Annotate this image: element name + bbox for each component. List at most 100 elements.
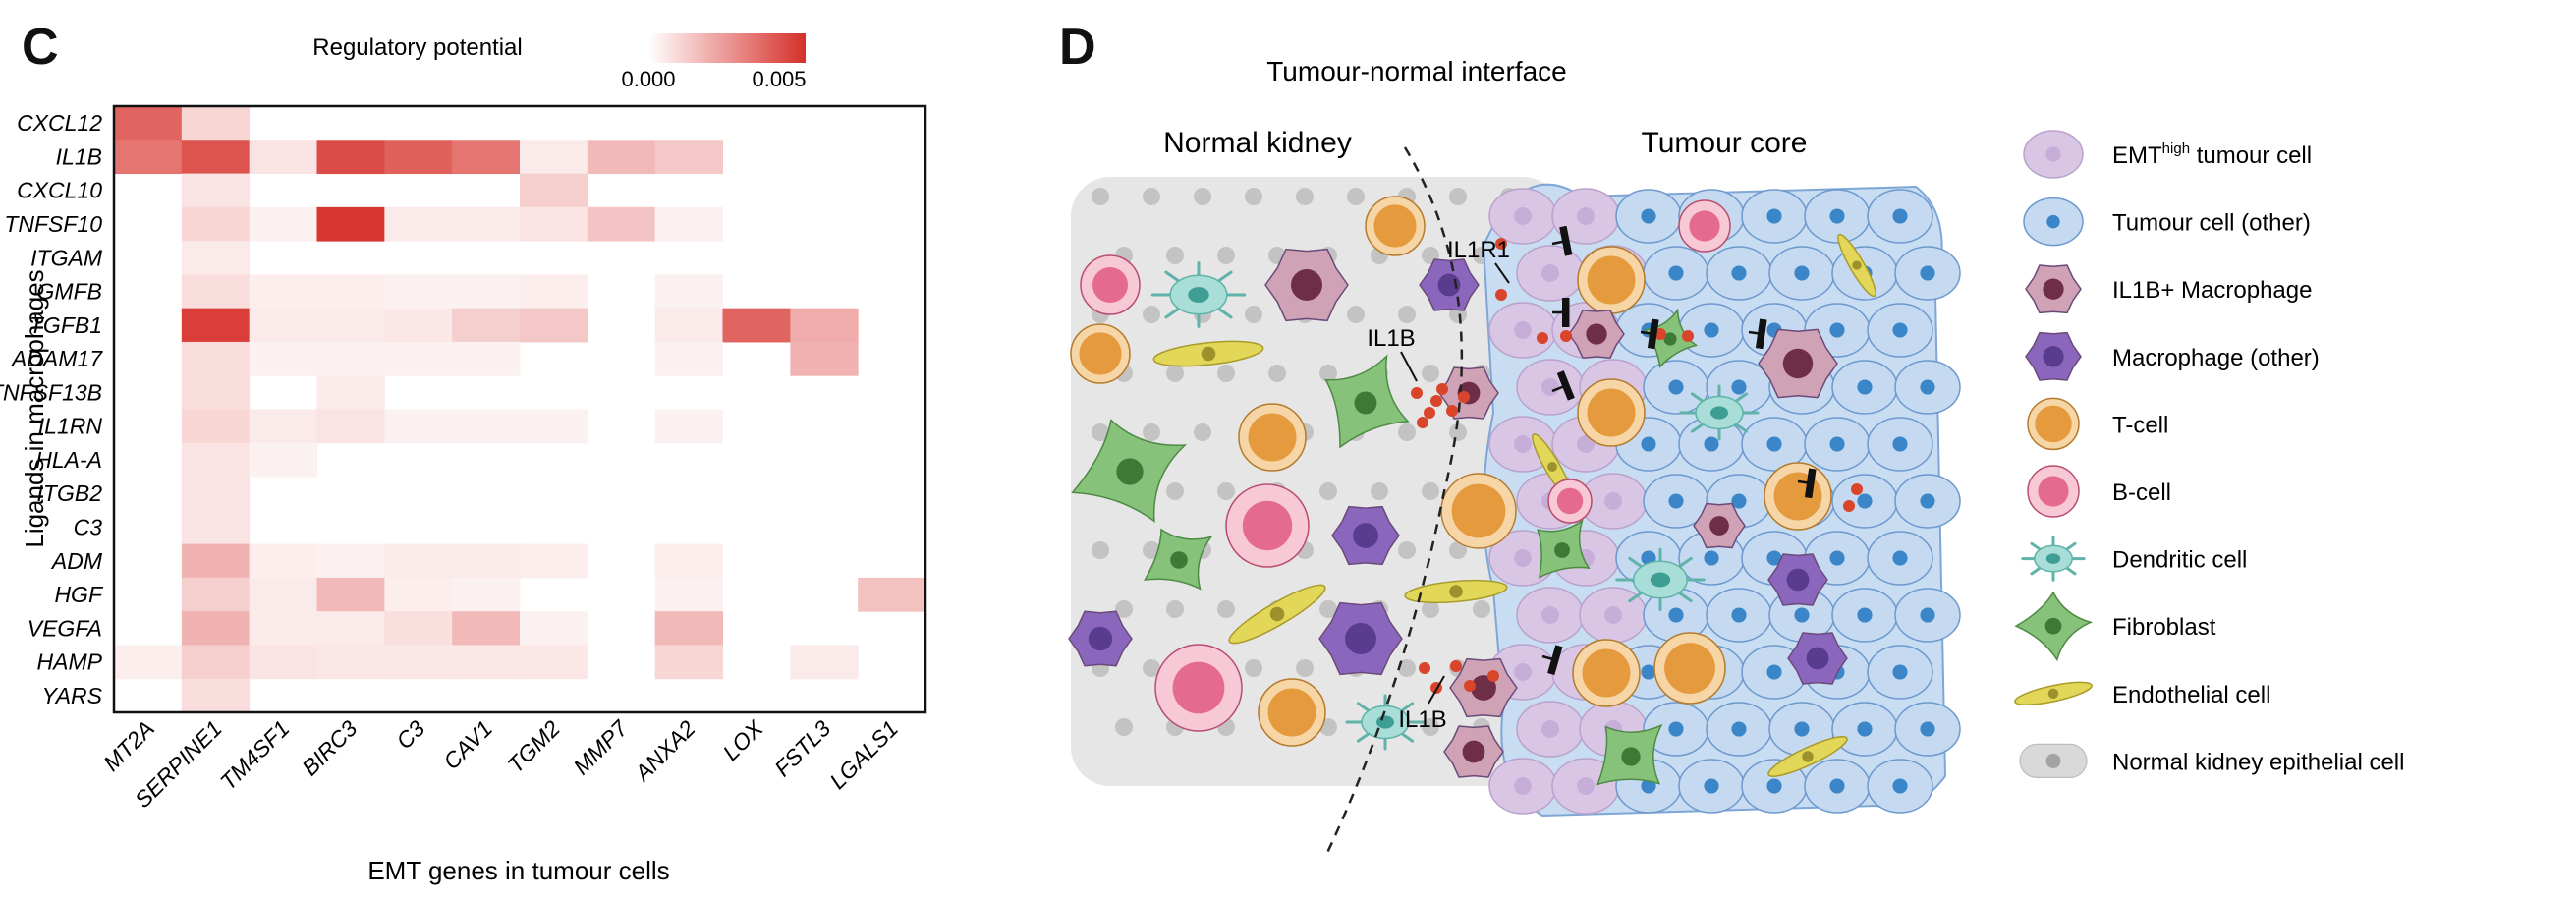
- heatmap-cell-ADAM17-ANXA2: [654, 341, 723, 376]
- x-tick-label: LGALS1: [824, 715, 903, 794]
- il1b-dot: [1682, 330, 1694, 342]
- endothelial-cell-icon: [2014, 681, 2093, 705]
- x-tick-label: TM4SF1: [215, 715, 295, 795]
- y-tick-label: IL1B: [56, 143, 102, 169]
- y-tick-label: GMFB: [37, 279, 102, 305]
- tumour-cell: [1894, 474, 1961, 529]
- heatmap-cell-YARS-SERPINE1: [181, 678, 251, 713]
- heatmap-cell-CXCL12-MT2A: [114, 106, 183, 141]
- tumour-cell: [1804, 189, 1871, 244]
- legend-label-main: Endothelial cell: [2112, 682, 2270, 708]
- il1b-label-bottom: IL1B: [1398, 706, 1446, 733]
- il1b-dot: [1487, 670, 1499, 682]
- epithelial-nucleus: [1371, 482, 1388, 500]
- emt-high-tumour-cell: [1516, 701, 1585, 758]
- legend-item: T-cell: [2027, 397, 2168, 451]
- heatmap-cell-ITGAM-SERPINE1: [181, 241, 251, 275]
- tumour-cell: [1706, 702, 1772, 757]
- epithelial-nucleus: [1245, 306, 1262, 323]
- macrophage: [1068, 610, 1133, 667]
- il1b-dot: [1495, 238, 1507, 250]
- heatmap-cell-IL1B-MT2A: [114, 140, 183, 175]
- macrophage: [1419, 258, 1480, 311]
- endothelial-cell: [1767, 736, 1848, 777]
- heatmap-cell-ITGB2-SERPINE1: [181, 477, 251, 511]
- heatmap-cell-GMFB-TGM2: [520, 274, 588, 310]
- heatmap-cell-TNFSF10-BIRC3: [316, 206, 385, 242]
- t-cell: [1258, 678, 1326, 747]
- heatmap-cell-HGF-BIRC3: [316, 577, 385, 612]
- heatmap-cell-ADAM17-BIRC3: [316, 341, 385, 376]
- legend-label: Macrophage (other): [2112, 345, 2320, 371]
- epithelial-nucleus: [1217, 365, 1235, 382]
- legend-label: Normal kidney epithelial cell: [2112, 749, 2404, 775]
- heatmap-cell-HGF-ANXA2: [654, 577, 723, 612]
- heatmap-cell-IL1B-MMP7: [587, 140, 656, 175]
- tumour-cell: [1867, 759, 1933, 814]
- heatmap-cell-VEGFA-TM4SF1: [249, 611, 317, 646]
- y-tick-labels: CXCL12 IL1B CXCL10 TNFSF10 ITGAM GMFB TGFB1 ADA…: [0, 110, 104, 708]
- epithelial-nucleus: [1092, 423, 1109, 441]
- heatmap-cell-TNFSF13B-BIRC3: [316, 375, 385, 410]
- y-tick-label: CXCL12: [17, 110, 102, 136]
- y-tick-label: ITGB2: [37, 480, 103, 506]
- il1r1-receptors: [1541, 225, 1817, 676]
- cell-type-legend: EMThigh tumour cell Tumour cell (other) IL…: [2014, 130, 2404, 779]
- legend-label: T-cell: [2112, 412, 2168, 438]
- tumour-cell: [1706, 246, 1772, 301]
- normal-kidney-label: Normal kidney: [1163, 127, 1352, 159]
- interface-boundary: [1324, 146, 1464, 856]
- y-tick-label: C3: [74, 514, 103, 539]
- heatmap-cell-IL1B-C3: [384, 140, 453, 175]
- il1b-dot: [1419, 662, 1430, 674]
- heatmap-cell-GMFB-BIRC3: [316, 274, 385, 310]
- y-tick-label: HGF: [54, 582, 104, 607]
- endothelial-cell: [1152, 340, 1264, 367]
- heatmap-cell-VEGFA-C3: [384, 611, 453, 646]
- il1b-dot: [1450, 660, 1462, 672]
- heatmap-cell-IL1B-ANXA2: [654, 140, 723, 175]
- legend-label-main: Fibroblast: [2112, 614, 2216, 641]
- epithelial-nucleus: [1217, 600, 1235, 618]
- b-cell: [1678, 199, 1731, 253]
- heatmap-cell-ADM-BIRC3: [316, 543, 385, 579]
- heatmap-cell-VEGFA-TGM2: [520, 611, 588, 646]
- il1b-dot: [1560, 330, 1572, 342]
- tumour-core-label: Tumour core: [1642, 127, 1808, 159]
- y-tick-label: HAMP: [37, 649, 103, 675]
- heatmap-frame: [112, 104, 927, 714]
- t-cell: [1577, 378, 1646, 447]
- fibroblast: [1537, 519, 1591, 579]
- heatmap-cell-VEGFA-CAV1: [452, 611, 521, 646]
- tumour-cell: [1894, 588, 1961, 643]
- x-tick-label: MT2A: [98, 715, 159, 776]
- heatmap-cells: [114, 106, 926, 713]
- endothelial-cell: [1404, 579, 1508, 604]
- tumour-cell: [1768, 246, 1835, 301]
- legend-label: Dendritic cell: [2112, 547, 2247, 574]
- b-cell: [1225, 483, 1310, 568]
- legend-label: B-cell: [2112, 479, 2171, 506]
- legend-label-main: Dendritic cell: [2112, 547, 2247, 574]
- colorbar-tick-0: 0.000: [621, 67, 675, 91]
- epithelial-nucleus: [1398, 541, 1416, 559]
- il1b-macrophage: [1443, 725, 1504, 778]
- heatmap-cell-HAMP-C3: [384, 645, 453, 680]
- emt-high-tumour-cell: [1488, 188, 1557, 245]
- heatmap-cell-GMFB-ANXA2: [654, 274, 723, 310]
- heatmap-cell-HAMP-CAV1: [452, 645, 521, 680]
- epithelial-nucleus: [1422, 600, 1439, 618]
- epithelial-nucleus: [1268, 365, 1286, 382]
- epithelial-nucleus: [1319, 482, 1337, 500]
- y-tick-label: YARS: [42, 683, 103, 708]
- heatmap-cell-IL1B-BIRC3: [316, 140, 385, 175]
- il1b-macrophage: [1449, 657, 1518, 718]
- legend-label-main: B-cell: [2112, 479, 2171, 506]
- emt-high-tumour-cell: [1516, 587, 1585, 644]
- colorbar-label: Regulatory potential: [312, 34, 522, 61]
- tumour-cell: [1867, 303, 1933, 358]
- heatmap-cell-IL1B-SERPINE1: [181, 140, 251, 175]
- dendritic-cell: [1615, 547, 1706, 612]
- heatmap-cell-HAMP-TGM2: [520, 645, 588, 680]
- y-tick-label: ADM: [50, 548, 103, 574]
